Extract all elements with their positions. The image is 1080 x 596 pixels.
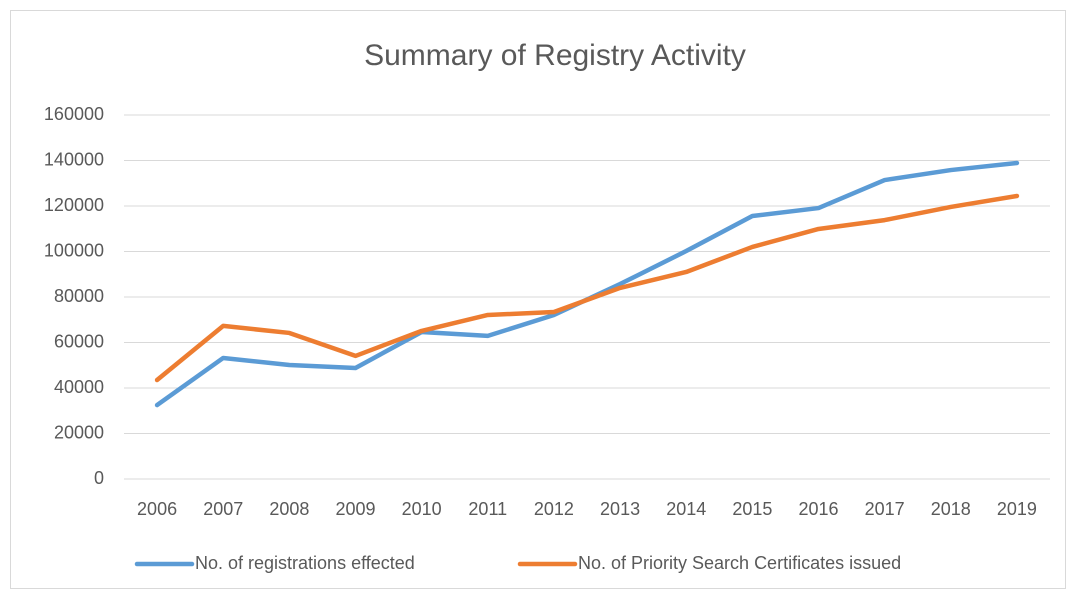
y-tick-label: 140000 xyxy=(44,149,104,169)
x-tick-label: 2010 xyxy=(402,499,442,519)
x-tick-label: 2009 xyxy=(335,499,375,519)
x-tick-label: 2007 xyxy=(203,499,243,519)
y-tick-label: 80000 xyxy=(54,286,104,306)
x-tick-label: 2016 xyxy=(798,499,838,519)
y-tick-label: 60000 xyxy=(54,331,104,351)
y-tick-label: 100000 xyxy=(44,240,104,260)
y-tick-label: 0 xyxy=(94,468,104,488)
x-tick-label: 2011 xyxy=(468,499,507,519)
x-tick-label: 2012 xyxy=(534,499,574,519)
x-tick-label: 2006 xyxy=(137,499,177,519)
x-tick-label: 2015 xyxy=(732,499,772,519)
x-tick-label: 2008 xyxy=(269,499,309,519)
x-tick-label: 2019 xyxy=(997,499,1037,519)
x-tick-label: 2018 xyxy=(931,499,971,519)
y-tick-label: 40000 xyxy=(54,377,104,397)
x-tick-label: 2013 xyxy=(600,499,640,519)
x-tick-label: 2014 xyxy=(666,499,706,519)
chart-title: Summary of Registry Activity xyxy=(364,39,746,72)
legend-label: No. of Priority Search Certificates issu… xyxy=(578,553,901,573)
x-tick-label: 2017 xyxy=(865,499,905,519)
legend-label: No. of registrations effected xyxy=(195,553,415,573)
y-tick-label: 120000 xyxy=(44,195,104,215)
y-tick-label: 160000 xyxy=(44,104,104,124)
chart-frame xyxy=(10,10,1066,589)
y-tick-label: 20000 xyxy=(54,422,104,442)
series-line xyxy=(154,193,1020,383)
